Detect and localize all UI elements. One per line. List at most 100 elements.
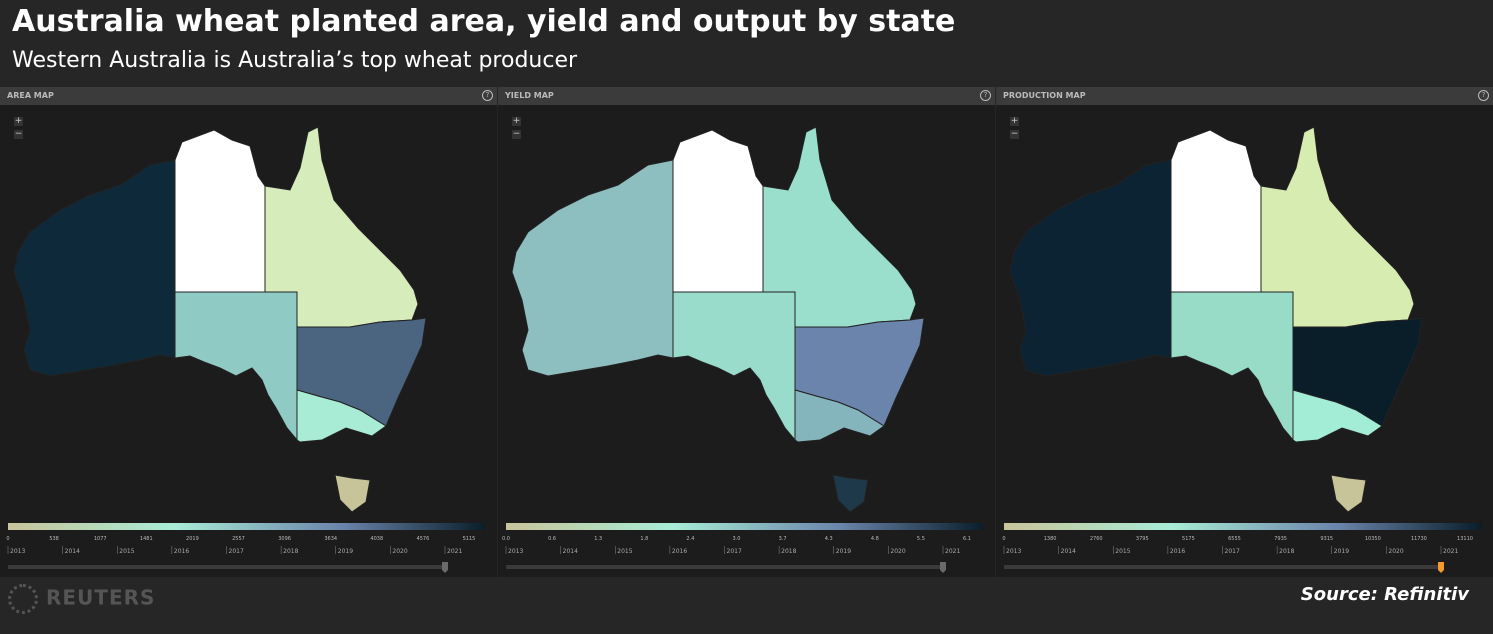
timeline-year: 2020 (392, 548, 407, 555)
state (13, 159, 176, 377)
state (1009, 159, 1172, 377)
timeline-year: 2013 (508, 548, 523, 555)
subtitle: Western Australia is Australia’s top whe… (12, 48, 578, 73)
legend-label: 13110 (1457, 536, 1473, 542)
legend-label: 10350 (1365, 536, 1381, 542)
state (794, 389, 885, 443)
legend-label: 1380 (1044, 536, 1057, 542)
state (174, 129, 266, 293)
legend-label: 538 (49, 536, 59, 542)
legend-label: 4038 (370, 536, 383, 542)
legend-bar (506, 523, 983, 530)
help-button[interactable]: ? (980, 90, 991, 101)
legend-label: 9315 (1320, 536, 1333, 542)
legend-label: 0 (1002, 536, 1005, 542)
map-panel: PRODUCTION MAP? + − 0 1380 2760 3795 5175 6555 79… (996, 87, 1493, 577)
timeline-year: 2015 (119, 548, 134, 555)
timeline-year: 2018 (1279, 548, 1294, 555)
zoom-out[interactable]: − (1010, 129, 1019, 139)
legend-label: 1.3 (594, 536, 602, 542)
legend-label: 11730 (1411, 536, 1427, 542)
map-panel: YIELD MAP? + − 0.0 0.6 1.3 1.8 2.4 3.0 3.7 4.3 4.8 5… (498, 87, 995, 577)
title: Australia wheat planted area, yield and … (12, 4, 956, 39)
state (511, 159, 674, 377)
map: 0 538 1077 1481 2019 2557 3096 3634 4038 4576 5115… (6, 126, 485, 573)
zoom-out[interactable]: − (14, 129, 23, 139)
state (296, 389, 387, 443)
legend-label: 0.0 (502, 536, 510, 542)
legend-label: 3634 (324, 536, 337, 542)
timeline-year: 2017 (1225, 548, 1240, 555)
panel-title: YIELD MAP (505, 91, 554, 100)
timeline-year: 2016 (672, 548, 687, 555)
legend-bar (8, 523, 485, 530)
timeline-year: 2019 (1334, 548, 1349, 555)
legend-label: 3.0 (733, 536, 741, 542)
timeline-handle[interactable] (442, 562, 448, 573)
legend-label: 1077 (94, 536, 107, 542)
timeline-year: 2021 (1443, 548, 1458, 555)
timeline-track (1004, 565, 1441, 569)
legend-label: 2019 (186, 536, 199, 542)
zoom-in[interactable]: + (14, 116, 23, 126)
timeline-year: 2014 (65, 548, 80, 555)
legend-label: 6.1 (963, 536, 971, 542)
timeline-year: 2021 (447, 548, 462, 555)
legend-label: 5115 (463, 536, 476, 542)
state (672, 291, 796, 442)
timeline-year: 2016 (174, 548, 189, 555)
state (1170, 291, 1294, 442)
state (1170, 129, 1262, 293)
legend-label: 3.7 (779, 536, 787, 542)
legend-label: 0 (6, 536, 9, 542)
legend-label: 6555 (1228, 536, 1241, 542)
timeline-track (8, 565, 445, 569)
state (1330, 474, 1367, 513)
source: Source: Refinitiv (1300, 584, 1469, 605)
logo-text: REUTERS (46, 585, 156, 610)
timeline-year: 2018 (781, 548, 796, 555)
legend-label: 1481 (140, 536, 153, 542)
timeline-year: 2020 (890, 548, 905, 555)
timeline-year: 2013 (10, 548, 25, 555)
state (174, 291, 298, 442)
timeline-year: 2020 (1388, 548, 1403, 555)
state (334, 474, 371, 513)
state (832, 474, 869, 513)
timeline-year: 2016 (1170, 548, 1185, 555)
logo-icon (8, 584, 38, 614)
timeline-year: 2015 (1115, 548, 1130, 555)
zoom-in[interactable]: + (1010, 116, 1019, 126)
timeline-handle[interactable] (940, 562, 946, 573)
legend-label: 2.4 (686, 536, 694, 542)
timeline-year: 2017 (727, 548, 742, 555)
timeline-year: 2017 (229, 548, 244, 555)
legend-bar (1004, 523, 1481, 530)
timeline-year: 2014 (1061, 548, 1076, 555)
timeline-year: 2018 (283, 548, 298, 555)
panel-header: AREA MAP? (0, 87, 497, 105)
timeline-handle[interactable] (1438, 562, 1444, 573)
panel-title: PRODUCTION MAP (1003, 91, 1086, 100)
legend-label: 7935 (1274, 536, 1287, 542)
legend-label: 3795 (1136, 536, 1149, 542)
map-panel: AREA MAP? + − 0 538 1077 1481 2019 2557 3096 3634 4… (0, 87, 497, 577)
legend-label: 5.5 (917, 536, 925, 542)
legend-label: 1.8 (640, 536, 648, 542)
timeline-year: 2014 (563, 548, 578, 555)
legend-label: 0.6 (548, 536, 556, 542)
timeline-year: 2019 (836, 548, 851, 555)
help-button[interactable]: ? (1478, 90, 1489, 101)
help-button[interactable]: ? (482, 90, 493, 101)
panel-header: PRODUCTION MAP? (996, 87, 1493, 105)
panel-header: YIELD MAP? (498, 87, 995, 105)
zoom-in[interactable]: + (512, 116, 521, 126)
legend-label: 4576 (417, 536, 430, 542)
legend-label: 4.3 (825, 536, 833, 542)
zoom-out[interactable]: − (512, 129, 521, 139)
state (1292, 389, 1383, 443)
logo: REUTERS (8, 584, 155, 614)
legend-label: 2557 (232, 536, 245, 542)
map: 0.0 0.6 1.3 1.8 2.4 3.0 3.7 4.3 4.8 5.5 6.1 2013 201… (502, 126, 983, 573)
